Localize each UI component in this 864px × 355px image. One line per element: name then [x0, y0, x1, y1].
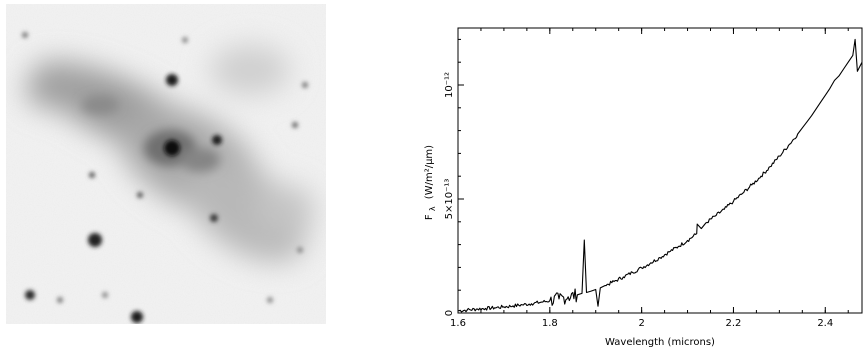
- x-tick-label: 1.6: [450, 318, 466, 329]
- y-axis-label: F λ (W/m²/μm): [424, 145, 438, 220]
- diffuse-emission: [25, 45, 315, 262]
- x-tick-label: 1.8: [542, 318, 558, 329]
- x-axis-ticks: 1.6 1.8 2 2.2 2.4: [450, 28, 849, 329]
- star-sources: [22, 32, 308, 323]
- x-tick-label: 2.2: [726, 318, 742, 329]
- plot-frame: [457, 27, 863, 314]
- x-tick-label: 2: [638, 318, 644, 329]
- x-tick-label: 2.4: [817, 318, 833, 329]
- y-tick-label: 10⁻¹²: [444, 72, 455, 98]
- svg-text:F λ (W/m²/μm): F λ (W/m²/μm): [424, 145, 438, 220]
- y-axis-ticks: 0 5×10⁻¹³ 10⁻¹²: [444, 38, 464, 316]
- y-axis-label-sub: λ: [428, 206, 437, 211]
- y-axis-label-main: F: [424, 214, 435, 220]
- plot-area: 1.6 1.8 2 2.2 2.4 0 5×10⁻¹³ 10⁻¹²: [444, 27, 863, 329]
- y-tick-label: 5×10⁻¹³: [444, 179, 455, 220]
- y-axis-label-unit: (W/m²/μm): [424, 145, 435, 199]
- x-axis-label: Wavelength (microns): [605, 337, 715, 348]
- y-tick-label: 0: [444, 310, 455, 316]
- spectrum-line: [458, 38, 863, 313]
